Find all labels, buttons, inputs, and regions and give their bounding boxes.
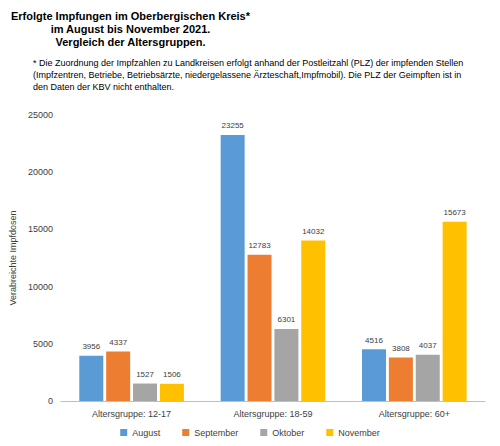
svg-text:* Die Zuordnung der Impfzahlen: * Die Zuordnung der Impfzahlen zu Landkr… xyxy=(33,58,466,68)
svg-text:3956: 3956 xyxy=(82,342,100,351)
svg-text:1527: 1527 xyxy=(136,370,154,379)
svg-text:0: 0 xyxy=(48,396,53,406)
svg-text:August: August xyxy=(132,428,161,438)
svg-text:10000: 10000 xyxy=(28,282,53,292)
svg-text:20000: 20000 xyxy=(28,167,53,177)
svg-text:Altersgruppe: 12-17: Altersgruppe: 12-17 xyxy=(92,409,171,419)
svg-text:Verabreichte Impfdosen: Verabreichte Impfdosen xyxy=(8,210,18,305)
svg-text:15673: 15673 xyxy=(444,208,467,217)
svg-text:Erfolgte Impfungen im Oberberg: Erfolgte Impfungen im Oberbergischen Kre… xyxy=(11,10,251,22)
svg-text:November: November xyxy=(338,428,380,438)
svg-text:14032: 14032 xyxy=(302,227,325,236)
svg-text:Altersgruppe: 18-59: Altersgruppe: 18-59 xyxy=(233,409,312,419)
svg-text:4337: 4337 xyxy=(109,338,127,347)
svg-text:den Daten der KBV nicht enthal: den Daten der KBV nicht enthalten. xyxy=(33,82,174,92)
svg-text:im August bis November 2021.: im August bis November 2021. xyxy=(51,23,211,35)
svg-text:12783: 12783 xyxy=(248,241,271,250)
svg-text:25000: 25000 xyxy=(28,110,53,120)
svg-text:3808: 3808 xyxy=(392,344,410,353)
svg-text:15000: 15000 xyxy=(28,224,53,234)
svg-text:6301: 6301 xyxy=(278,315,296,324)
svg-text:Oktober: Oktober xyxy=(272,428,304,438)
svg-text:September: September xyxy=(194,428,238,438)
svg-text:4037: 4037 xyxy=(419,341,437,350)
svg-text:23255: 23255 xyxy=(222,121,245,130)
svg-text:5000: 5000 xyxy=(33,339,53,349)
svg-text:Vergleich der Altersgruppen.: Vergleich der Altersgruppen. xyxy=(56,36,206,48)
svg-text:4516: 4516 xyxy=(365,336,383,345)
svg-text:Altersgruppe: 60+: Altersgruppe: 60+ xyxy=(379,409,450,419)
svg-text:1506: 1506 xyxy=(163,370,181,379)
svg-text:(Impfzentren, Betriebe, Betrie: (Impfzentren, Betriebe, Betriebsärzte, n… xyxy=(33,70,464,80)
